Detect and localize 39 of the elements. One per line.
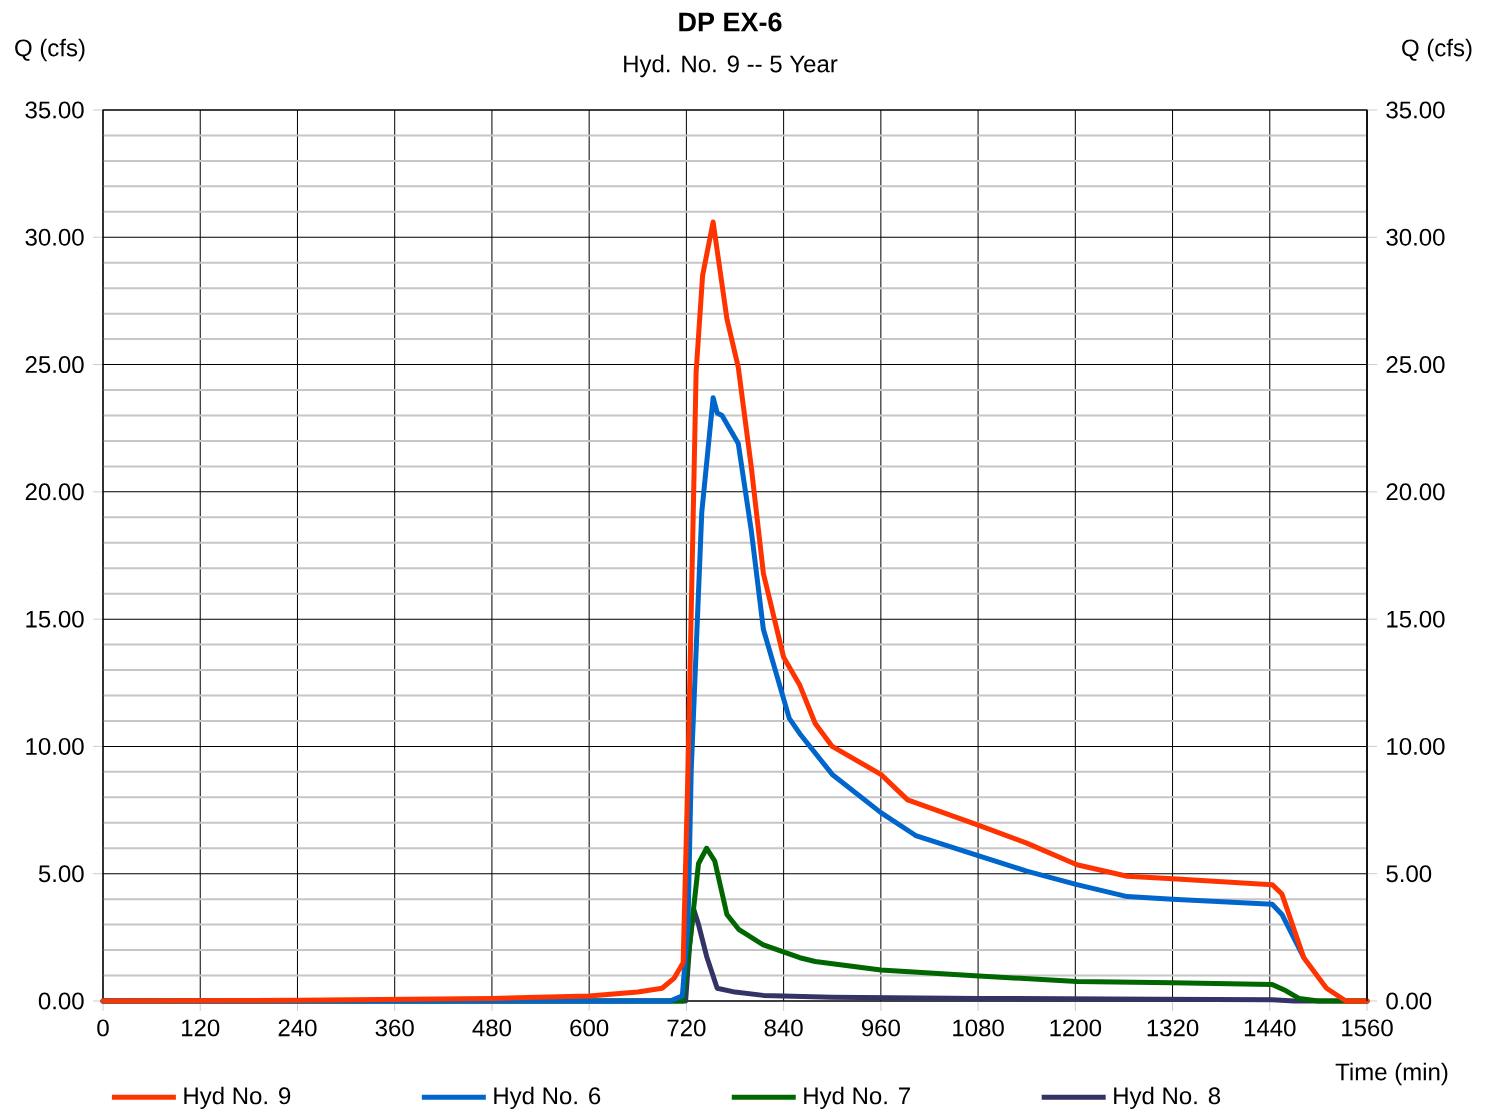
legend-label: Hyd No. 7: [804, 1086, 910, 1110]
x-tick-label: 1080: [953, 1019, 1004, 1037]
y2-tick-label: 30.00: [1386, 228, 1445, 246]
x-tick-label: 840: [764, 1019, 803, 1037]
legend-label: Hyd No. 8: [1114, 1086, 1221, 1110]
x-tick-label: 240: [278, 1019, 317, 1037]
y2-tick-label: 15.00: [1387, 610, 1445, 628]
y2-axis-title: Q (cfs): [1402, 38, 1472, 62]
y2-tick-label: 5.00: [1386, 865, 1432, 883]
x-axis-title: Time (min): [1335, 1062, 1448, 1086]
y2-tick-label: 0.00: [1386, 992, 1432, 1010]
y-tick-label: 0.00: [38, 992, 84, 1010]
x-tick-label: 480: [472, 1019, 512, 1037]
y-tick-label: 5.00: [38, 865, 84, 883]
y-tick-label: 30.00: [25, 228, 84, 246]
chart-subtitle: Hyd. No. 9 -- 5 Year: [624, 54, 838, 78]
x-tick-label: 1320: [1147, 1019, 1199, 1037]
x-tick-label: 960: [861, 1019, 900, 1037]
y2-tick-label: 35.00: [1386, 101, 1445, 119]
x-tick-label: 1200: [1050, 1019, 1102, 1037]
x-tick-label: 0: [97, 1019, 109, 1037]
y-axis-title: Q (cfs): [15, 38, 85, 62]
y-tick-label: 10.00: [26, 737, 84, 755]
chart-title: DP EX-6: [679, 12, 782, 32]
legend-label: Hyd No. 9: [184, 1086, 291, 1110]
x-tick-label: 1560: [1342, 1019, 1393, 1037]
y-tick-label: 15.00: [26, 610, 84, 628]
y2-tick-label: 20.00: [1386, 483, 1445, 501]
y-tick-label: 25.00: [25, 356, 84, 374]
x-tick-label: 360: [375, 1019, 414, 1037]
y-tick-label: 35.00: [25, 101, 84, 119]
x-tick-label: 120: [182, 1019, 220, 1037]
legend-label: Hyd No. 6: [494, 1086, 601, 1110]
x-tick-label: 600: [570, 1019, 609, 1037]
y2-tick-label: 10.00: [1387, 737, 1445, 755]
x-tick-label: 720: [667, 1019, 706, 1037]
y-tick-label: 20.00: [25, 483, 84, 501]
x-tick-label: 1440: [1244, 1019, 1296, 1037]
y2-tick-label: 25.00: [1386, 356, 1445, 374]
